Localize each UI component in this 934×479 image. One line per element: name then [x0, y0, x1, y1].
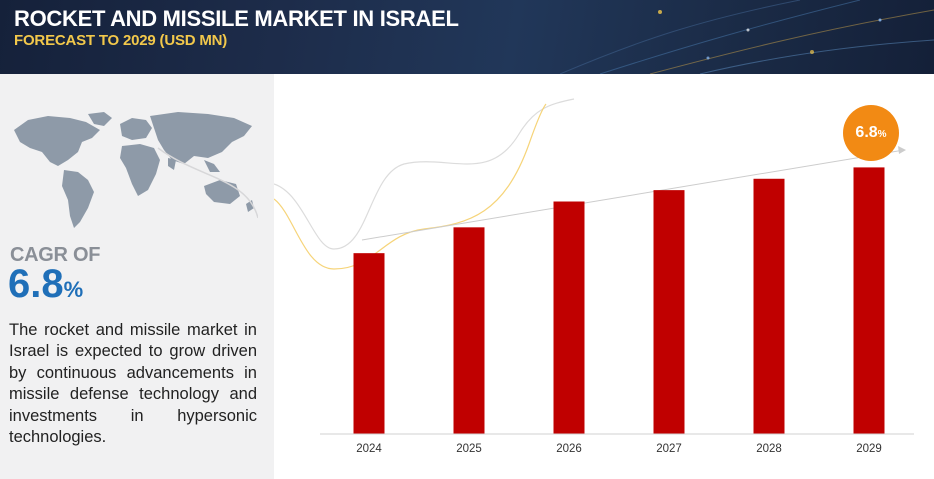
x-tick-label-2026: 2026	[556, 443, 582, 455]
cagr-value: 6.8%	[8, 262, 83, 307]
market-description: The rocket and missile market in Israel …	[9, 321, 257, 447]
x-axis-tick-labels: 2024 2025 2026 2027 2028 2029	[356, 443, 882, 455]
growth-rate-value: 6.8	[855, 124, 878, 141]
bar-2025	[453, 227, 485, 434]
bar-2026	[553, 201, 585, 434]
page-subtitle: FORECAST TO 2029 (USD MN)	[14, 32, 228, 49]
bar-2027	[653, 190, 685, 434]
trend-arrow-line	[361, 149, 905, 241]
page-title: ROCKET AND MISSILE MARKET IN ISRAEL	[14, 6, 459, 31]
decorative-curves	[274, 98, 575, 270]
growth-rate-badge: 6.8%	[843, 105, 899, 161]
header-background-decoration	[559, 0, 934, 74]
cagr-percent-sign: %	[63, 277, 84, 302]
cagr-number: 6.8	[8, 262, 64, 306]
x-tick-label-2027: 2027	[656, 443, 682, 455]
header-banner: ROCKET AND MISSILE MARKET IN ISRAEL FORE…	[0, 0, 934, 74]
growth-rate-percent-sign: %	[877, 129, 887, 140]
x-tick-label-2029: 2029	[856, 443, 882, 455]
bar-2028	[753, 178, 785, 434]
x-tick-label-2025: 2025	[456, 443, 482, 455]
x-tick-label-2024: 2024	[356, 443, 382, 455]
world-map-icon	[14, 112, 258, 228]
bar-series	[353, 167, 885, 434]
cagr-label: CAGR OF	[10, 244, 101, 266]
bar-2024	[353, 253, 385, 434]
trend-arrow-head	[898, 146, 906, 154]
bar-chart: 2024 2025 2026 2027 2028 2029	[274, 98, 914, 455]
x-tick-label-2028: 2028	[756, 443, 782, 455]
bar-2029	[853, 167, 885, 434]
summary-panel: CAGR OF 6.8% The rocket and missile mark…	[0, 74, 274, 479]
